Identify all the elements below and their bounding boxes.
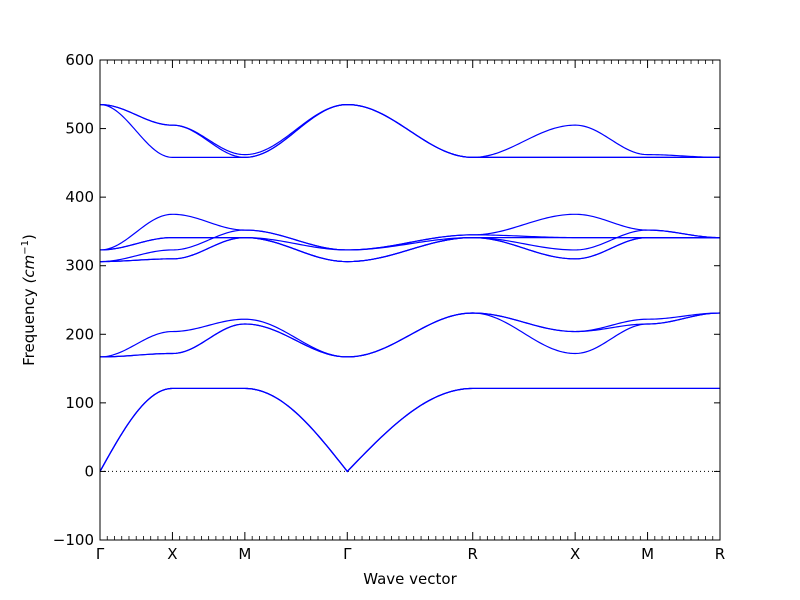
x-tick-label: X bbox=[570, 545, 580, 563]
plot-frame bbox=[99, 59, 721, 541]
x-axis-minor-ticks bbox=[106, 60, 714, 540]
y-axis-unit: (cm bbox=[20, 255, 38, 284]
x-tick-label: R bbox=[468, 545, 478, 563]
y-tick-label: 300 bbox=[65, 257, 94, 275]
phonon-bands bbox=[99, 103, 721, 473]
y-axis-title: Frequency (cm−1) bbox=[20, 234, 38, 366]
x-tick-label: Γ bbox=[96, 545, 105, 563]
band-line bbox=[99, 213, 720, 251]
y-tick-label: 100 bbox=[65, 394, 94, 412]
y-tick-label: 200 bbox=[65, 325, 94, 343]
band-line bbox=[99, 236, 720, 263]
y-tick-label: 0 bbox=[84, 462, 94, 480]
y-axis-ticks: −100 0 100 200 300 400 500 600 bbox=[53, 51, 720, 549]
y-tick-label: 500 bbox=[65, 120, 94, 138]
y-axis-title-text: Frequency bbox=[20, 288, 38, 366]
y-tick-label: 400 bbox=[65, 188, 94, 206]
band-line bbox=[99, 312, 721, 358]
y-tick-label: 600 bbox=[65, 51, 94, 69]
x-tick-label: Γ bbox=[343, 545, 352, 563]
x-tick-label: M bbox=[641, 545, 654, 563]
x-tick-label: M bbox=[238, 545, 251, 563]
x-tick-label: R bbox=[715, 545, 725, 563]
band-line bbox=[99, 103, 720, 158]
band-line bbox=[99, 387, 720, 473]
x-tick-label: X bbox=[167, 545, 177, 563]
x-axis-title: Wave vector bbox=[363, 570, 457, 588]
y-axis-unit-exponent: −1 bbox=[20, 240, 31, 255]
y-tick-label: −100 bbox=[53, 531, 94, 549]
y-axis-unit-close: ) bbox=[20, 234, 38, 240]
plot-area bbox=[99, 103, 721, 473]
